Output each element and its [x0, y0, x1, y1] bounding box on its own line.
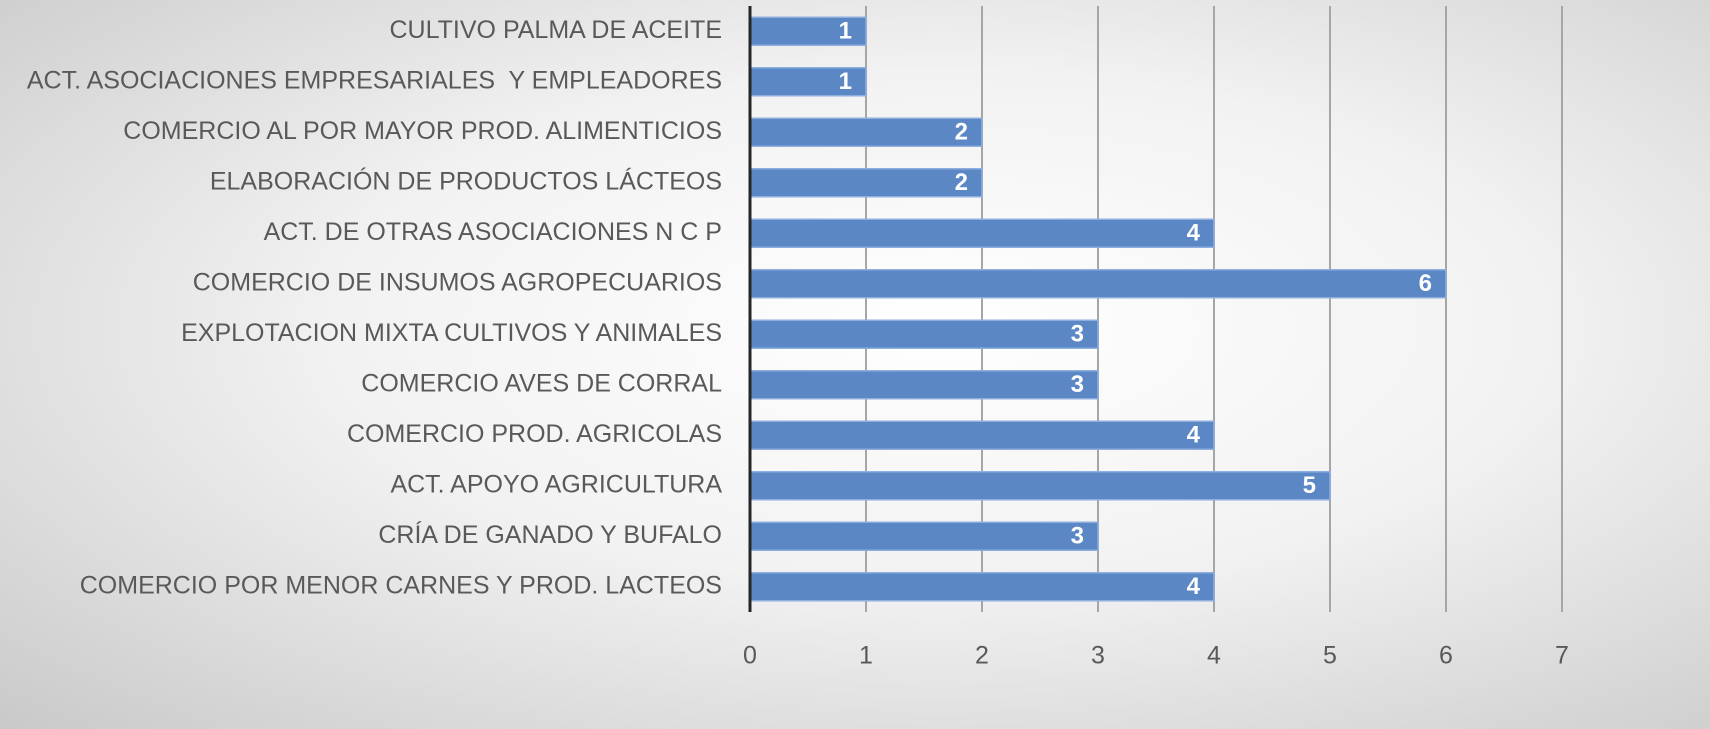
data-label: 4: [1187, 422, 1201, 449]
y-tick-label: ELABORACIÓN DE PRODUCTOS LÁCTEOS: [210, 166, 722, 195]
data-label: 3: [1071, 523, 1084, 550]
x-tick-label: 5: [1323, 642, 1337, 670]
y-tick-label: COMERCIO PROD. AGRICOLAS: [347, 420, 722, 448]
x-tick-label: 6: [1439, 642, 1453, 670]
bar: [749, 521, 1099, 551]
data-label: 2: [955, 169, 968, 196]
y-tick-label: COMERCIO DE INSUMOS AGROPECUARIOS: [193, 268, 722, 296]
y-tick-label: COMERCIO POR MENOR CARNES Y PROD. LACTEO…: [80, 571, 722, 599]
x-tick-label: 4: [1207, 642, 1221, 670]
data-label: 4: [1187, 573, 1201, 600]
bar: [749, 269, 1447, 299]
bar: [749, 319, 1099, 349]
bar: [749, 572, 1215, 602]
data-label: 3: [1071, 321, 1084, 348]
y-tick-label: COMERCIO AVES DE CORRAL: [361, 369, 722, 397]
data-label: 2: [955, 119, 968, 146]
data-label: 1: [839, 68, 852, 95]
x-tick-label: 3: [1091, 642, 1105, 670]
data-label: 3: [1071, 371, 1084, 398]
bar: [749, 218, 1215, 248]
data-label: 4: [1187, 220, 1201, 247]
data-label: 1: [839, 18, 852, 45]
bar: [749, 420, 1215, 450]
bar: [749, 471, 1331, 501]
bar: [749, 117, 983, 147]
bar: [749, 370, 1099, 400]
x-tick-label: 0: [743, 642, 757, 670]
y-tick-label: ACT. ASOCIACIONES EMPRESARIALES Y EMPLEA…: [27, 66, 722, 94]
y-tick-label: CULTIVO PALMA DE ACEITE: [390, 16, 723, 44]
y-tick-label: COMERCIO AL POR MAYOR PROD. ALIMENTICIOS: [123, 117, 722, 145]
x-tick-label: 1: [859, 642, 873, 670]
bar: [749, 168, 983, 198]
x-tick-label: 7: [1555, 642, 1569, 670]
y-tick-label: EXPLOTACION MIXTA CULTIVOS Y ANIMALES: [181, 319, 722, 347]
bar: [749, 67, 867, 97]
data-label: 5: [1303, 472, 1316, 499]
y-tick-label: CRÍA DE GANADO Y BUFALO: [378, 520, 722, 549]
y-tick-label: ACT. DE OTRAS ASOCIACIONES N C P: [264, 218, 722, 246]
data-label: 6: [1419, 270, 1432, 297]
y-tick-label: ACT. APOYO AGRICULTURA: [390, 470, 722, 498]
x-tick-label: 2: [975, 642, 989, 670]
